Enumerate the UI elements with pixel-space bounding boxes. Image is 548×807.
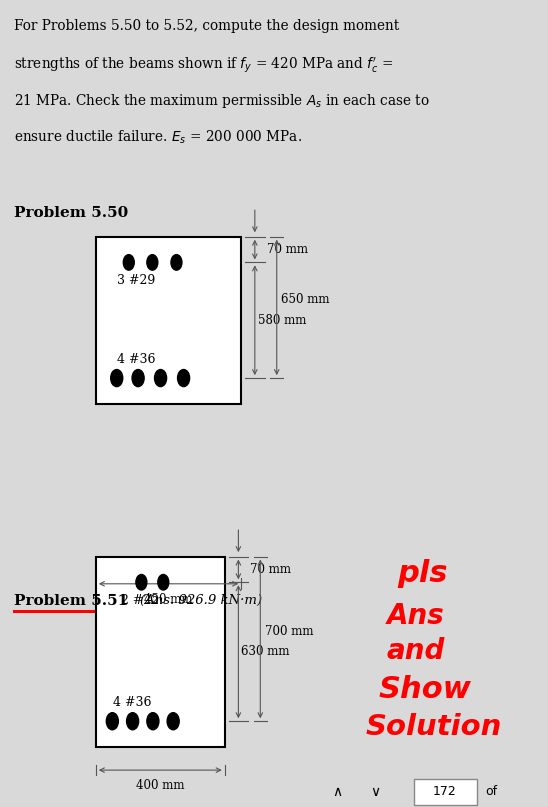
Text: 450 mm: 450 mm — [144, 593, 193, 606]
Text: 172: 172 — [433, 785, 457, 798]
Circle shape — [178, 370, 190, 387]
Circle shape — [123, 255, 134, 270]
Text: 4 #36: 4 #36 — [117, 353, 155, 366]
Bar — [96, 236, 241, 404]
Text: 2 #22: 2 #22 — [121, 594, 159, 607]
Text: and: and — [386, 637, 445, 665]
Text: 21 MPa. Check the maximum permissible $A_s$ in each case to: 21 MPa. Check the maximum permissible $A… — [14, 92, 429, 111]
Circle shape — [158, 575, 169, 590]
Text: Solution: Solution — [366, 713, 502, 741]
Text: ∨: ∨ — [370, 784, 380, 799]
Text: (Ans. 926.9 kN·m): (Ans. 926.9 kN·m) — [140, 594, 262, 607]
Text: For Problems 5.50 to 5.52, compute the design moment: For Problems 5.50 to 5.52, compute the d… — [14, 19, 399, 33]
Text: pls: pls — [397, 559, 448, 588]
Text: 700 mm: 700 mm — [265, 625, 313, 638]
Text: 650 mm: 650 mm — [281, 293, 330, 306]
Circle shape — [171, 255, 182, 270]
Text: 400 mm: 400 mm — [136, 780, 185, 792]
Circle shape — [155, 370, 167, 387]
Text: 580 mm: 580 mm — [258, 314, 306, 327]
Text: Problem 5.51: Problem 5.51 — [14, 594, 128, 608]
Circle shape — [111, 370, 123, 387]
Circle shape — [136, 575, 147, 590]
Text: strengths of the beams shown if $f_y$ = 420 MPa and $f_c^{\prime}$ =: strengths of the beams shown if $f_y$ = … — [14, 56, 393, 75]
Circle shape — [106, 713, 118, 730]
Text: 630 mm: 630 mm — [241, 646, 290, 659]
Text: 70 mm: 70 mm — [267, 243, 308, 256]
Circle shape — [132, 370, 144, 387]
Text: 3 #29: 3 #29 — [117, 274, 155, 287]
Circle shape — [167, 713, 179, 730]
Bar — [96, 557, 225, 746]
Text: Show: Show — [378, 675, 471, 705]
Text: 70 mm: 70 mm — [250, 563, 292, 576]
Circle shape — [147, 713, 159, 730]
Text: 4 #36: 4 #36 — [113, 696, 152, 709]
Text: of: of — [485, 785, 497, 798]
Text: ensure ductile failure. $E_s$ = 200 000 MPa.: ensure ductile failure. $E_s$ = 200 000 … — [14, 129, 302, 146]
Text: Ans: Ans — [386, 602, 444, 629]
Text: ∧: ∧ — [332, 784, 342, 799]
Circle shape — [147, 255, 158, 270]
Circle shape — [127, 713, 139, 730]
Bar — [414, 779, 477, 805]
Text: Problem 5.50: Problem 5.50 — [14, 206, 128, 220]
